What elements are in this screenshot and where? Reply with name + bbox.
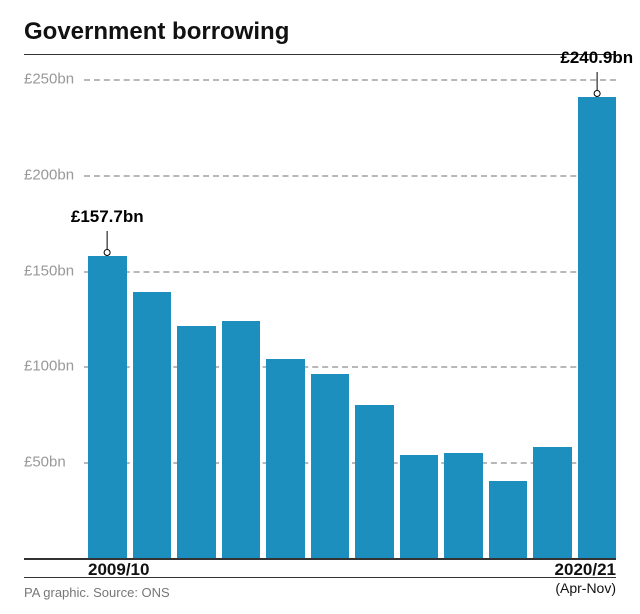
bar <box>133 60 172 558</box>
bar <box>355 60 394 558</box>
bar <box>266 60 305 558</box>
bar-fill <box>578 97 617 558</box>
bar <box>489 60 528 558</box>
bar-fill <box>88 256 127 558</box>
source-text: PA graphic. Source: ONS <box>24 585 170 600</box>
bar: £240.9bn <box>578 60 617 558</box>
x-tick-sub: (Apr-Nov) <box>555 580 616 596</box>
callout-dot <box>104 249 111 256</box>
bar-fill <box>355 405 394 558</box>
bar-fill <box>177 326 216 558</box>
callout-label: £240.9bn <box>560 48 633 68</box>
bar-fill <box>489 481 528 558</box>
callout-line <box>107 231 108 249</box>
bar-fill <box>444 453 483 558</box>
bar: £157.7bn <box>88 60 127 558</box>
bar <box>444 60 483 558</box>
y-tick-label: £100bn <box>24 358 80 375</box>
y-tick-label: £50bn <box>24 454 80 471</box>
bars-group: £157.7bn £240.9bn <box>88 60 616 558</box>
bar-fill <box>311 374 350 558</box>
bar-fill <box>222 321 261 559</box>
bar-fill <box>400 455 439 558</box>
chart-title: Government borrowing <box>24 18 616 46</box>
bar <box>533 60 572 558</box>
bar <box>400 60 439 558</box>
y-tick-label: £250bn <box>24 71 80 88</box>
bar-fill <box>266 359 305 558</box>
bar <box>222 60 261 558</box>
bar-fill <box>533 447 572 558</box>
value-callout: £240.9bn <box>560 48 633 97</box>
plot-area: £50bn £100bn £150bn £200bn £250bn £157.7bn £24… <box>24 60 616 558</box>
bar-fill <box>133 292 172 558</box>
chart-container: { "title": { "text": "Government borrowi… <box>0 0 640 614</box>
bar <box>177 60 216 558</box>
callout-dot <box>593 90 600 97</box>
footer-divider <box>24 577 616 578</box>
y-tick-label: £200bn <box>24 166 80 183</box>
y-tick-label: £150bn <box>24 262 80 279</box>
callout-line <box>596 72 597 90</box>
x-tick-label: 2020/21(Apr-Nov) <box>555 560 616 596</box>
title-divider <box>24 54 616 55</box>
bar <box>311 60 350 558</box>
